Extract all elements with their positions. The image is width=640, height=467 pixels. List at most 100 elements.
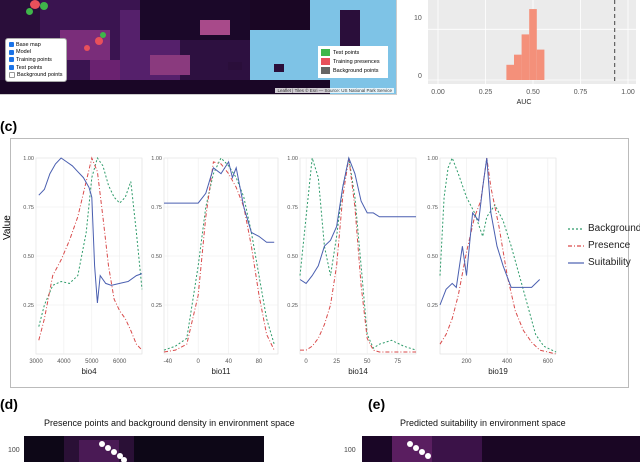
y-tick-label: 0.50 xyxy=(23,254,34,260)
y-tick-label: 0 xyxy=(418,73,422,80)
response-plot-bio11: 0.25 0.50 0.75 1.00 -40 0 40 80 bio11 xyxy=(150,152,280,377)
x-tick-label: 0.25 xyxy=(479,89,493,96)
legend-line-icon xyxy=(568,244,584,247)
y-tick-label: 1.00 xyxy=(151,156,162,162)
legend-item: Test points xyxy=(321,48,385,57)
x-tick-label: 200 xyxy=(461,359,472,365)
checkbox-unchecked-icon[interactable] xyxy=(9,72,15,79)
legend-item: Background points xyxy=(321,66,385,75)
x-axis-label: bio11 xyxy=(212,367,232,376)
checkbox-checked-icon[interactable] xyxy=(9,65,14,71)
legend-line-icon xyxy=(568,261,584,264)
series-line-presence xyxy=(38,156,143,351)
training-point xyxy=(30,0,40,9)
panel-label-d: (d) xyxy=(0,396,18,412)
layer-model[interactable]: Model xyxy=(9,49,63,57)
legend-item: Training presences xyxy=(321,57,385,66)
legend-swatch xyxy=(321,58,330,65)
x-axis-label: bio14 xyxy=(348,367,368,376)
x-tick-label: 3000 xyxy=(29,359,43,365)
x-tick-label: 0.50 xyxy=(526,89,540,96)
series-line-background xyxy=(38,156,143,327)
test-point xyxy=(26,8,33,15)
x-axis-label: bio19 xyxy=(488,367,508,376)
series-line-suitability xyxy=(439,157,541,306)
series-line-presence xyxy=(163,161,275,353)
x-tick-label: 4000 xyxy=(57,359,71,365)
series-line-background xyxy=(439,156,557,353)
legend-swatch xyxy=(321,67,330,74)
x-tick-label: 0.75 xyxy=(574,89,588,96)
y-axis-label: Value xyxy=(2,215,13,240)
layer-test-points[interactable]: Test points xyxy=(9,64,63,72)
map-raster xyxy=(0,0,396,94)
x-tick-label: 6000 xyxy=(113,359,127,365)
panel-label-e: (e) xyxy=(368,396,386,412)
leaflet-map[interactable]: Base map Model Training points Test poin… xyxy=(0,0,397,95)
presence-point xyxy=(111,449,117,455)
histogram-bar xyxy=(506,64,514,80)
y-tick-label: 0.75 xyxy=(287,205,298,211)
legend-item: Suitability xyxy=(568,254,640,271)
auc-bars xyxy=(506,9,545,81)
training-point xyxy=(95,37,103,45)
x-tick-label: 25 xyxy=(333,359,340,365)
y-tick-label: 100 xyxy=(344,447,356,454)
legend-item: Presence xyxy=(568,237,640,254)
presence-point xyxy=(419,449,425,455)
histogram-bar xyxy=(536,49,545,80)
map-attribution[interactable]: Leaflet | Tiles © Esri — Source: US Nati… xyxy=(275,88,394,93)
layer-training-points[interactable]: Training points xyxy=(9,56,63,64)
suitability-plot xyxy=(362,436,640,462)
x-tick-label: 600 xyxy=(543,359,554,365)
x-tick-label: 0 xyxy=(304,359,308,365)
response-plot-bio14: 0.25 0.50 0.75 1.00 0 25 50 75 bio14 xyxy=(286,152,418,377)
layer-base-map[interactable]: Base map xyxy=(9,41,63,49)
map-legend: Test points Training presences Backgroun… xyxy=(318,46,388,78)
y-tick-label: 0.75 xyxy=(427,205,438,211)
checkbox-checked-icon[interactable] xyxy=(9,49,14,55)
plot-bio11-svg: 0.25 0.50 0.75 1.00 -40 0 40 80 bio11 xyxy=(151,156,279,376)
y-tick-label: 100 xyxy=(8,447,20,454)
y-tick-label: 0.75 xyxy=(151,205,162,211)
presence-point xyxy=(99,441,105,447)
panel-c-legend: Background Presence Suitability xyxy=(568,220,640,271)
test-point xyxy=(40,2,48,10)
panel-c-frame xyxy=(10,138,629,388)
x-axis-label: bio4 xyxy=(81,367,97,376)
histogram-bar xyxy=(521,34,530,80)
checkbox-checked-icon[interactable] xyxy=(9,57,14,63)
training-point xyxy=(84,45,90,51)
presence-point xyxy=(117,453,123,459)
presence-point xyxy=(413,445,419,451)
y-tick-label: 0.25 xyxy=(23,303,34,309)
y-tick-label: 1.00 xyxy=(427,156,438,162)
panel-e-title: Predicted suitability in environment spa… xyxy=(400,418,566,428)
checkbox-checked-icon[interactable] xyxy=(9,42,14,48)
test-point xyxy=(100,32,106,38)
layer-background-points[interactable]: Background points xyxy=(9,71,63,79)
y-tick-label: 0.50 xyxy=(287,254,298,260)
x-tick-label: 75 xyxy=(394,359,401,365)
plot-bio19-svg: 0.25 0.50 0.75 1.00 200 400 600 bio19 xyxy=(427,156,557,376)
legend-item: Background xyxy=(568,220,640,237)
y-tick-label: 0.25 xyxy=(427,303,438,309)
legend-swatch xyxy=(321,49,330,56)
presence-point xyxy=(425,453,431,459)
y-tick-label: 0.25 xyxy=(287,303,298,309)
presence-point xyxy=(407,441,413,447)
x-axis-label: AUC xyxy=(517,99,532,106)
auc-x-ticks: 0.00 0.25 0.50 0.75 1.00 xyxy=(431,89,635,96)
density-plot xyxy=(24,436,264,463)
layer-control[interactable]: Base map Model Training points Test poin… xyxy=(5,38,67,82)
x-tick-label: -40 xyxy=(163,359,172,365)
y-tick-label: 0.25 xyxy=(151,303,162,309)
y-tick-label: 0.75 xyxy=(23,205,34,211)
suitability-svg xyxy=(362,436,640,462)
y-tick-label: 1.00 xyxy=(287,156,298,162)
response-plot-bio4: 0.25 0.50 0.75 1.00 3000 4000 5000 6000 bio4 xyxy=(22,152,144,377)
series-line-presence xyxy=(439,157,557,355)
auc-histogram: 10 0 0.00 0.25 0.50 0.75 1.00 AUC xyxy=(410,0,640,110)
response-plot-bio19: 0.25 0.50 0.75 1.00 200 400 600 bio19 xyxy=(426,152,558,377)
x-tick-label: 50 xyxy=(364,359,371,365)
